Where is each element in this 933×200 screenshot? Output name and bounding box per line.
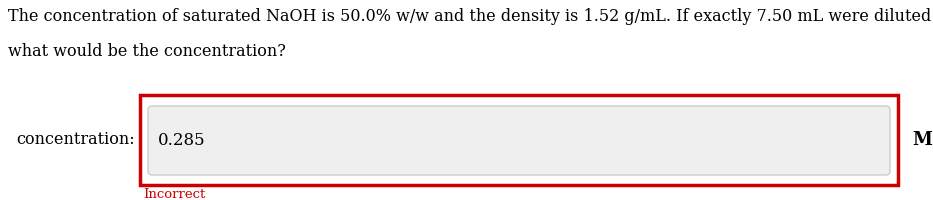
- Text: Incorrect: Incorrect: [143, 188, 205, 200]
- Text: concentration:: concentration:: [17, 132, 135, 148]
- FancyBboxPatch shape: [148, 106, 890, 175]
- Text: The concentration of saturated NaOH is 50.0% w/w and the density is 1.52 g/mL. I: The concentration of saturated NaOH is 5…: [8, 8, 933, 25]
- FancyBboxPatch shape: [140, 95, 898, 185]
- Text: M: M: [912, 131, 932, 149]
- Text: 0.285: 0.285: [158, 132, 205, 149]
- Text: what would be the concentration?: what would be the concentration?: [8, 43, 285, 60]
